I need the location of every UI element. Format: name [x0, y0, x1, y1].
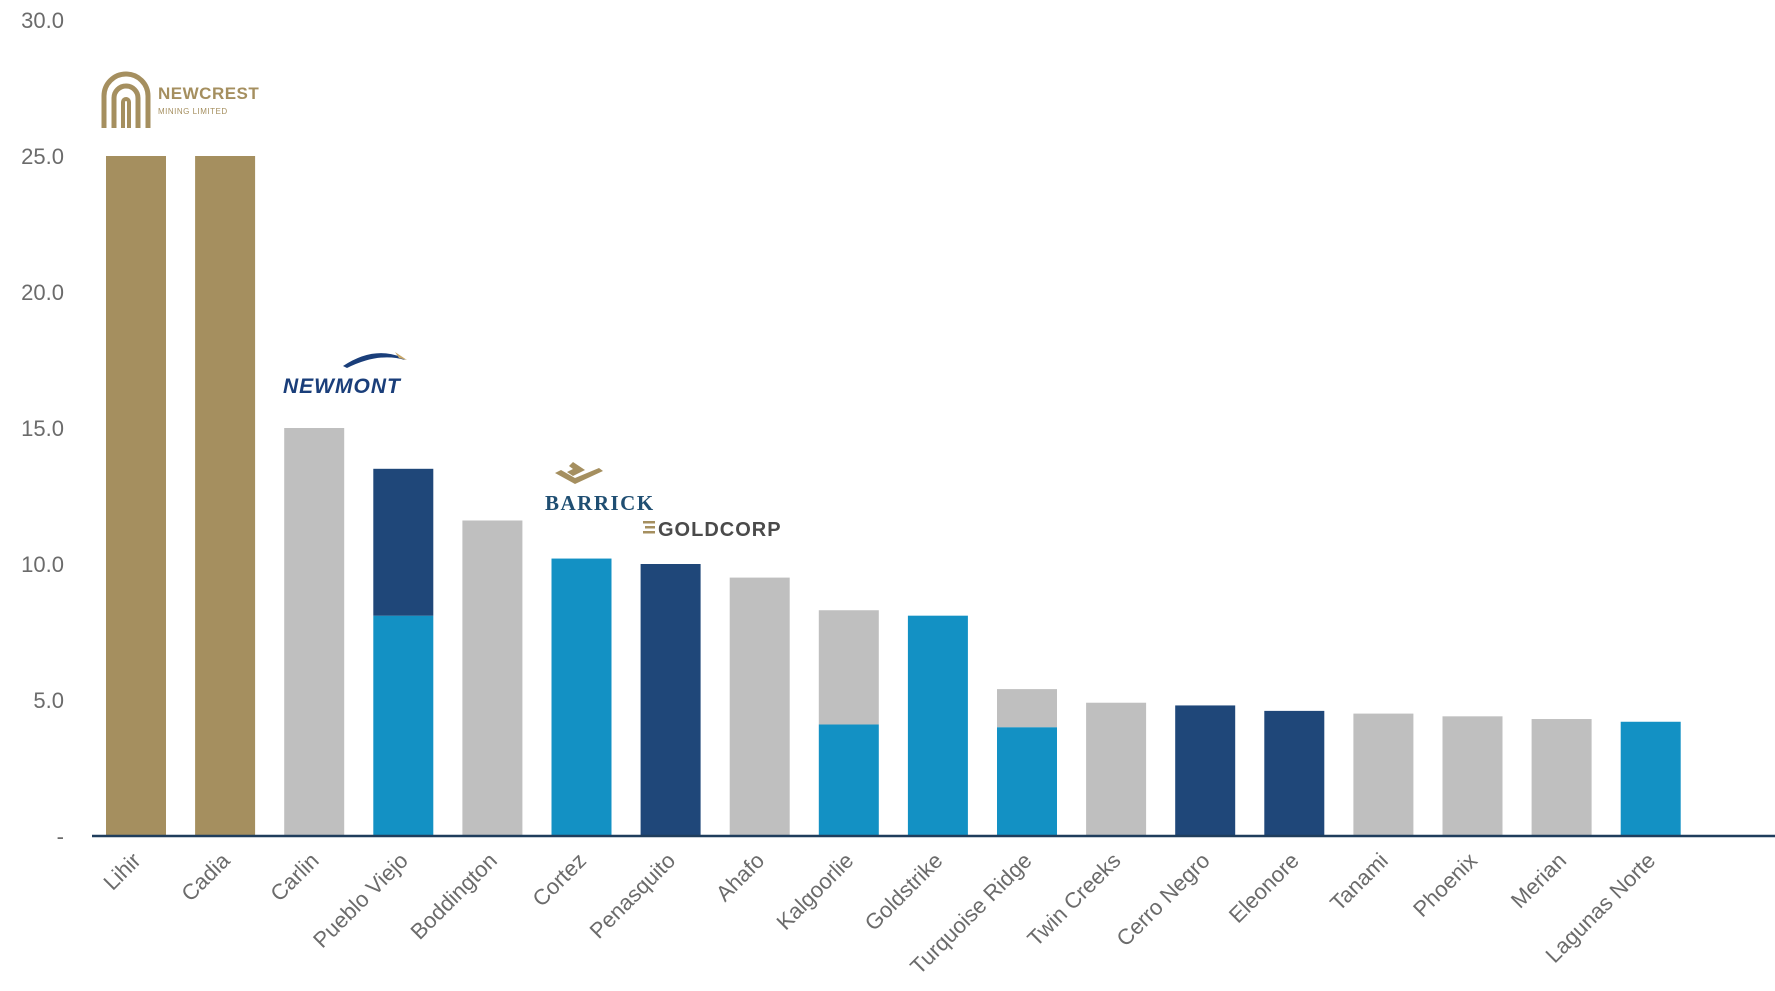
x-tick-label: Penasquito — [585, 848, 681, 944]
y-tick-label: - — [57, 824, 64, 849]
bar-segment-kalgoorlie-1 — [818, 610, 879, 725]
x-tick-label: Cerro Negro — [1111, 848, 1214, 951]
x-tick-label: Twin Creeks — [1022, 848, 1125, 951]
x-tick-label: Kalgoorlie — [771, 848, 858, 935]
y-tick-label: 20.0 — [21, 280, 64, 305]
x-tick-label: Tanami — [1325, 848, 1393, 916]
bar-segment-tanami-0 — [1353, 713, 1414, 836]
newcrest-emblem-icon — [101, 71, 151, 128]
newcrest-logo: NEWCREST MINING LIMITED — [101, 71, 259, 128]
bar-segment-turquoise-ridge-1 — [997, 689, 1057, 728]
bar-segment-penasquito-0 — [640, 564, 701, 836]
bar-segment-turquoise-ridge-0 — [997, 727, 1057, 836]
x-tick-label: Carlin — [265, 848, 323, 906]
y-tick-label: 30.0 — [21, 8, 64, 33]
newmont-logo: NEWMONT — [283, 352, 407, 398]
x-tick-label: Lihir — [98, 848, 145, 895]
bar-segment-eleonore-0 — [1264, 710, 1325, 836]
y-tick-label: 10.0 — [21, 552, 64, 577]
y-tick-label: 15.0 — [21, 416, 64, 441]
x-tick-label: Merian — [1506, 848, 1571, 913]
y-tick-label: 5.0 — [33, 688, 64, 713]
newmont-swoosh-icon — [343, 353, 405, 368]
goldcorp-logo: GOLDCORP — [643, 519, 782, 541]
x-tick-label: Ahafo — [711, 848, 769, 906]
bar-segment-merian-0 — [1531, 719, 1592, 836]
barrick-logo-name: BARRICK — [545, 491, 655, 515]
x-tick-label: Boddington — [406, 848, 502, 944]
bar-segment-cerro-negro-0 — [1175, 705, 1236, 836]
y-tick-label: 25.0 — [21, 144, 64, 169]
x-tick-label: Cortez — [528, 848, 591, 911]
bar-segment-kalgoorlie-0 — [818, 724, 879, 836]
x-tick-label: Goldstrike — [860, 848, 948, 936]
bar-segment-pueblo-viejo-0 — [373, 615, 434, 836]
bars — [106, 156, 1681, 836]
x-tick-label: Cadia — [176, 847, 235, 906]
x-tick-label: Pueblo Viejo — [308, 848, 413, 953]
bar-segment-twin-creeks-0 — [1086, 702, 1147, 836]
bar-segment-lagunas-norte-0 — [1620, 721, 1681, 836]
bar-segment-cadia-0 — [195, 156, 256, 836]
barrick-emblem-icon — [555, 462, 603, 484]
bar-segment-boddington-0 — [462, 520, 523, 836]
x-tick-label: Phoenix — [1408, 848, 1482, 922]
newcrest-logo-subtitle: MINING LIMITED — [158, 107, 228, 116]
bar-segment-phoenix-0 — [1442, 716, 1503, 836]
bar-segment-ahafo-0 — [729, 577, 790, 836]
bar-segment-carlin-0 — [284, 428, 345, 836]
y-axis-ticks: - 5.0 10.0 15.0 20.0 25.0 30.0 — [21, 8, 64, 849]
newmont-logo-name: NEWMONT — [283, 375, 402, 398]
goldcorp-logo-name: GOLDCORP — [658, 519, 782, 541]
newcrest-logo-name: NEWCREST — [158, 84, 259, 103]
bar-segment-pueblo-viejo-1 — [373, 468, 434, 616]
bar-segment-lihir-0 — [106, 156, 166, 836]
bar-segment-cortez-0 — [551, 558, 612, 836]
x-tick-label: Eleonore — [1224, 848, 1304, 928]
barrick-logo: BARRICK — [545, 462, 655, 515]
goldcorp-emblem-icon — [643, 521, 655, 534]
bar-segment-goldstrike-0 — [907, 615, 968, 836]
